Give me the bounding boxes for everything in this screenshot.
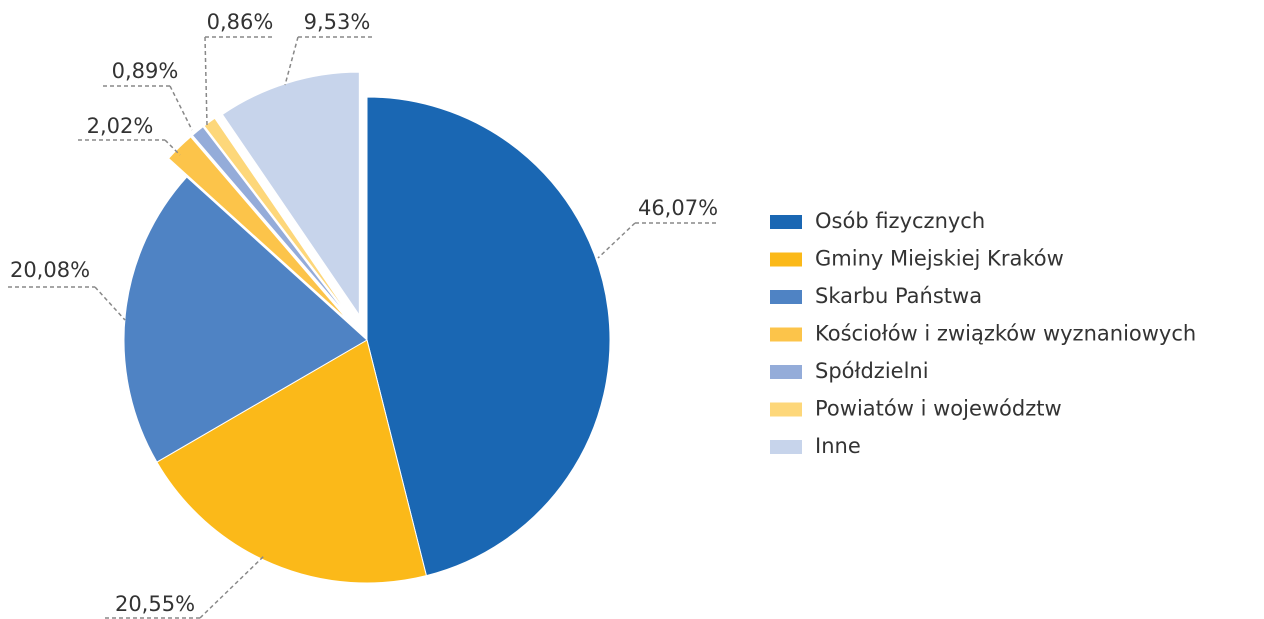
pie-slice — [366, 96, 611, 577]
leader-line — [284, 36, 375, 86]
legend-label: Inne — [815, 434, 861, 458]
legend-swatch — [770, 440, 802, 454]
data-label: 46,07% — [638, 196, 718, 220]
legend-label: Spółdzielni — [815, 359, 929, 383]
leader-line — [78, 139, 181, 156]
legend-swatch — [770, 252, 802, 267]
leader-line — [105, 554, 266, 619]
legend-label: Osób fizycznych — [815, 209, 985, 233]
leader-line — [204, 36, 275, 126]
data-label: 9,53% — [304, 10, 371, 34]
legend-label: Powiatów i województw — [815, 397, 1062, 421]
pie-slice — [203, 117, 353, 320]
legend-label: Kościołów i związków wyznaniowych — [815, 322, 1196, 346]
data-label: 0,89% — [112, 59, 179, 83]
legend-label: Skarbu Państwa — [815, 284, 982, 308]
pie-slice — [156, 339, 428, 584]
data-label: 20,08% — [10, 258, 90, 282]
legend-swatch — [770, 290, 802, 304]
data-label: 0,86% — [207, 10, 274, 34]
legend-swatch — [770, 215, 802, 229]
pie-slice — [221, 71, 360, 317]
data-label: 2,02% — [87, 114, 154, 138]
legend-swatch — [770, 402, 802, 417]
leader-line — [8, 286, 126, 321]
pie-slice — [191, 126, 352, 321]
data-label: 20,55% — [115, 592, 195, 616]
pie-slice — [167, 136, 350, 322]
leader-line — [103, 85, 193, 131]
legend-swatch — [770, 327, 802, 342]
pie-slice — [123, 176, 368, 463]
legend-label: Gminy Miejskiej Kraków — [815, 247, 1064, 271]
legend-swatch — [770, 365, 802, 379]
leader-line — [597, 222, 718, 259]
